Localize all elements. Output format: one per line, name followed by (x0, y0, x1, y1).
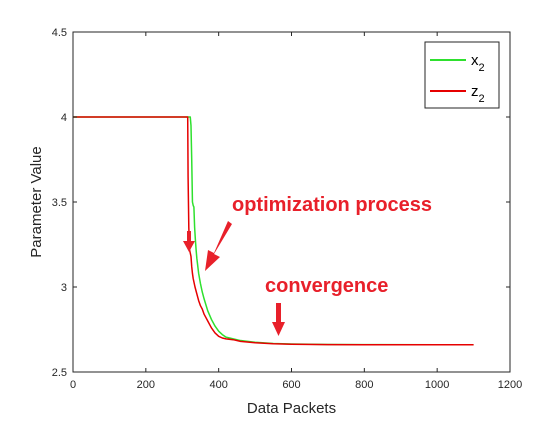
annotation-optimization: optimization process (205, 194, 432, 271)
annotation-convergence-arrow (272, 303, 285, 336)
x-tick-label: 600 (282, 379, 300, 391)
legend: x2 z2 (424, 41, 500, 109)
x-tick-label: 1000 (425, 379, 449, 391)
ticks-layer: 0 200 400 600 800 1000 1200 2.5 3 3.5 4 4.5 (52, 27, 523, 391)
y-axis-title: Parameter Value (28, 146, 45, 257)
annotation-optimization-text: optimization process (232, 194, 432, 216)
y-tick-label: 2.5 (52, 367, 67, 379)
y-tick-label: 3.5 (52, 197, 67, 209)
x-tick-label: 0 (70, 379, 76, 391)
annotation-convergence-text: convergence (265, 275, 388, 297)
series-layer (73, 116, 474, 346)
y-tick-label: 4.5 (52, 27, 67, 39)
y-tick-label: 4 (61, 112, 67, 124)
series-line-z2 (73, 116, 474, 346)
x-tick-label: 400 (209, 379, 227, 391)
y-tick-label: 3 (61, 282, 67, 294)
annotation-convergence: convergence (265, 275, 388, 336)
x-tick-label: 200 (137, 379, 155, 391)
x-axis-title: Data Packets (247, 400, 336, 417)
annotation-short-arrow (183, 231, 195, 252)
series-line-x2 (73, 116, 474, 346)
annotation-short-arrow-shape (183, 231, 195, 252)
legend-box (424, 41, 500, 109)
annotation-optimization-arrow (205, 221, 232, 271)
legend-label-z2: z2 (471, 83, 485, 105)
x-tick-label: 800 (355, 379, 373, 391)
x-tick-label: 1200 (498, 379, 522, 391)
legend-label-x2: x2 (471, 52, 485, 74)
